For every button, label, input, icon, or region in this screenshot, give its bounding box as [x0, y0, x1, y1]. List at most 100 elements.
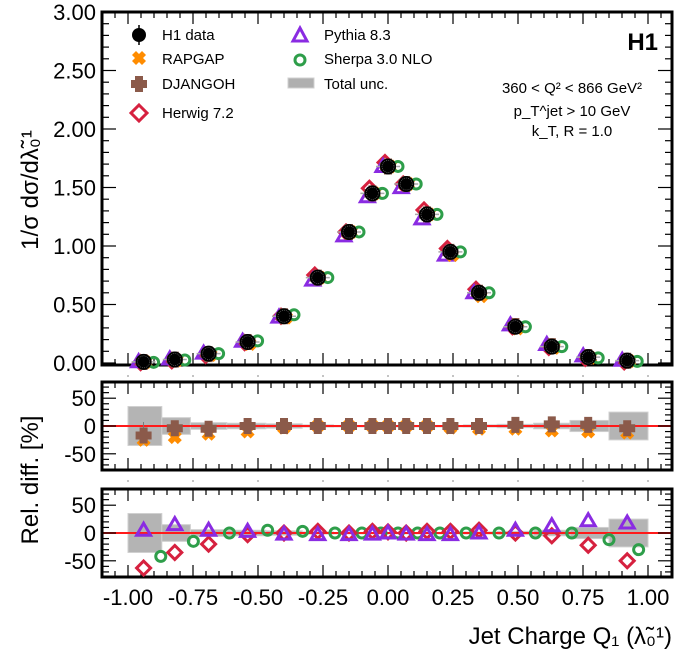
ratio-marker-pythia-8-3 — [274, 524, 294, 541]
ratio-marker-pythia-8-3 — [198, 520, 219, 537]
h1-data-errorbar — [366, 187, 379, 200]
legend-marker-djangoh — [131, 76, 147, 92]
y-tick-label: 0.50 — [53, 293, 96, 318]
ratio-marker-sherpa-3-0-nlo — [186, 534, 200, 548]
h1-data-point — [239, 333, 256, 350]
ratio-marker-pythia-8-3 — [396, 524, 416, 541]
ratio-marker-herwig-7-2 — [199, 534, 218, 554]
ratio-marker-pythia-8-3 — [237, 521, 258, 538]
plot-frame — [100, 10, 674, 367]
ratio-marker-sherpa-3-0-nlo — [261, 523, 275, 537]
ratio-marker-djangoh — [166, 420, 183, 437]
ratio-marker-sherpa-3-0-nlo — [602, 533, 616, 547]
ratio-marker-pythia-8-3 — [505, 520, 526, 537]
ratio-marker-sherpa-3-0-nlo — [492, 526, 506, 540]
legend-label-rapgap: RAPGAP — [162, 51, 225, 68]
ratio-marker-djangoh — [471, 418, 487, 434]
h1-data-point — [364, 185, 381, 202]
x-tick-label: -1.00 — [103, 585, 153, 610]
ratio-marker-pythia-8-3 — [578, 510, 598, 528]
h1-data-errorbar — [381, 160, 395, 173]
legend-entry-rapgap: RAPGAP — [132, 51, 225, 68]
x-tick-label: -0.75 — [168, 585, 218, 610]
h1-data-point — [341, 223, 357, 240]
h1-data-errorbar — [545, 340, 559, 353]
ratio-marker-pythia-8-3 — [339, 524, 359, 542]
ratio-marker-djangoh — [398, 418, 415, 434]
ratio-marker-djangoh — [276, 418, 292, 434]
ratio-marker-sherpa-3-0-nlo — [154, 549, 168, 563]
ratio-marker-djangoh — [507, 416, 524, 433]
legend-label-pythia: Pythia 8.3 — [324, 27, 391, 44]
h1-data-errorbar — [137, 355, 150, 369]
y-tick-label: 0.00 — [53, 351, 96, 376]
legend-marker-pythia — [290, 24, 310, 43]
y-tick-label: -50 — [64, 549, 96, 574]
legend-label-djangoh: DJANGOH — [162, 76, 235, 93]
ratio-marker-djangoh — [619, 420, 636, 437]
ratio-y-axis-label: Rel. diff. [%] — [17, 416, 44, 545]
ratio-marker-djangoh — [341, 418, 357, 434]
ratio-marker-djangoh — [442, 418, 459, 434]
h1-data-point — [580, 349, 597, 366]
ratio-marker-sherpa-3-0-nlo — [632, 543, 646, 557]
annotation-jet-algorithm: k_T, R = 1.0 — [532, 123, 612, 140]
panel-main: 0.00 0.50 1.00 1.50 2.00 2.50 3.00 — [53, 0, 674, 377]
h1-data-errorbar — [620, 354, 634, 367]
ratio-marker-pythia-8-3 — [165, 514, 185, 532]
ratio-marker-pythia-8-3 — [378, 523, 398, 540]
legend-label-herwig: Herwig 7.2 — [162, 105, 234, 122]
ratio-marker-djangoh — [200, 420, 217, 437]
x-tick-label: 0.00 — [367, 585, 410, 610]
ratio-marker-sherpa-3-0-nlo — [222, 526, 236, 540]
h1-data-point — [135, 353, 152, 370]
y-tick-label: 1.00 — [53, 234, 96, 259]
ratio-marker-djangoh — [239, 418, 256, 434]
h1-brand-label: H1 — [627, 29, 658, 56]
h1-data-errorbar — [241, 335, 254, 349]
legend: H1 data RAPGAP DJANGOH Herwig 7.2 Pythia… — [128, 24, 432, 124]
y-tick-label: 1.50 — [53, 176, 96, 201]
annotation-q2-text: 360 < Q² < 866 GeV² — [502, 80, 642, 97]
h1-data-point — [309, 269, 326, 286]
ratio-marker-pythia-8-3 — [362, 524, 383, 541]
ratio-marker-sherpa-3-0-nlo — [565, 526, 579, 540]
ratio-marker-pythia-8-3 — [308, 524, 328, 542]
ratio-marker-sherpa-3-0-nlo — [459, 526, 473, 540]
ratio-marker-djangoh — [380, 418, 396, 434]
panel-ratio-2: -50 0 50 -1.00 -0.75 -0.50 -0.25 0.00 0.25 0.50 0.… — [64, 487, 674, 610]
ratio-marker-pythia-8-3 — [133, 520, 154, 537]
legend-entry-total-unc: Total unc. — [287, 76, 388, 93]
h1-data-point — [276, 308, 292, 325]
h1-data-errorbar — [202, 347, 215, 360]
ratio-marker-djangoh — [364, 418, 381, 434]
ratio-marker-djangoh — [543, 416, 560, 433]
legend-label-sherpa: Sherpa 3.0 NLO — [324, 51, 432, 68]
legend-entry-herwig: Herwig 7.2 — [128, 102, 234, 124]
ratio-marker-sherpa-3-0-nlo — [528, 526, 542, 540]
h1-data-point — [507, 318, 524, 335]
ratio-marker-herwig-7-2 — [542, 526, 561, 545]
y-tick-label: 0 — [84, 521, 96, 546]
h1-data-errorbar — [581, 350, 595, 364]
h1-data-point — [398, 175, 415, 192]
main-y-axis-label: 1/σ dσ/dλ̃₀¹ — [17, 130, 44, 250]
h1-data-point — [543, 338, 560, 355]
ratio-marker-djangoh — [580, 416, 597, 433]
h1-data-errorbar — [311, 271, 325, 284]
ratio-marker-djangoh — [135, 427, 152, 444]
y-tick-label: -50 — [64, 442, 96, 467]
h1-data-errorbar — [399, 177, 413, 191]
h1-data-point — [166, 351, 183, 368]
h1-data-errorbar — [342, 225, 356, 239]
ratio-marker-pythia-8-3 — [440, 524, 461, 542]
ratio-marker-sherpa-3-0-nlo — [296, 524, 310, 538]
x-tick-label: -0.25 — [298, 585, 348, 610]
annotation-pt-cut: p_T^jet > 10 GeV — [514, 103, 631, 120]
ratio-marker-djangoh — [419, 418, 435, 434]
legend-entry-pythia: Pythia 8.3 — [290, 24, 391, 44]
x-tick-label: -0.50 — [233, 585, 283, 610]
legend-entry-sherpa: Sherpa 3.0 NLO — [293, 51, 432, 68]
ratio-marker-herwig-7-2 — [165, 543, 184, 562]
x-tick-label: 0.50 — [497, 585, 540, 610]
